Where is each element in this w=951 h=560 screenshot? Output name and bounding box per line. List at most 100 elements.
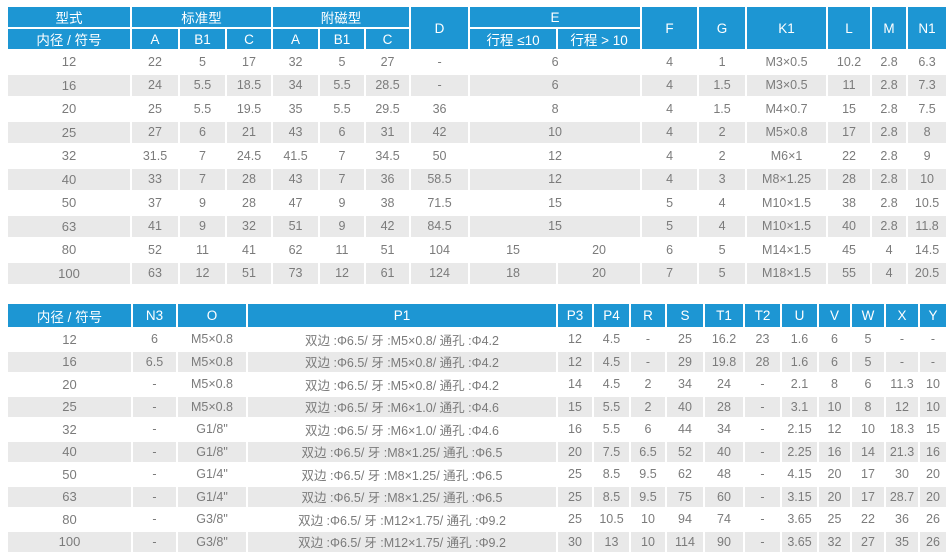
table-cell: M6×1 xyxy=(745,143,829,169)
bore-cell: 100 xyxy=(6,260,132,286)
table-cell: M3×0.5 xyxy=(745,49,829,75)
table-row: 100 63 12 51 73 12 61 124 18 20 7 5 M18×1.5 55 4 20.5 xyxy=(6,260,949,286)
table-cell: 25 xyxy=(556,484,594,509)
bore-cell: 63 xyxy=(6,484,133,509)
table-cell: 27 xyxy=(850,529,886,554)
table-cell: M5×0.8 xyxy=(176,327,248,352)
table-cell: 9 xyxy=(178,213,227,239)
table-cell: 5 xyxy=(640,213,700,239)
table-cell: 7 xyxy=(318,166,367,192)
header-e: E xyxy=(468,5,643,29)
table-cell: 51 xyxy=(271,213,321,239)
table-cell: 41 xyxy=(224,237,274,263)
bore-cell: 16 xyxy=(6,72,132,98)
header-o: O xyxy=(176,302,248,329)
table-cell: 25 xyxy=(130,96,180,122)
table-cell: 40 xyxy=(703,439,745,464)
header-bore-symbol: 内径 / 符号 xyxy=(6,27,132,51)
table-cell: 11.8 xyxy=(906,213,949,239)
table-cell: 17 xyxy=(826,119,873,145)
table-cell: M5×0.8 xyxy=(176,394,248,419)
table-cell: 24 xyxy=(130,72,180,98)
bore-cell: 32 xyxy=(6,417,133,442)
table-cell: 5.5 xyxy=(318,72,367,98)
table-cell: 31.5 xyxy=(130,143,180,169)
table-cell: 25 xyxy=(665,327,705,352)
upper-table-header: 型式 标准型 附磁型 D E F G K1 L M N1 内径 / 符号 A B… xyxy=(6,5,949,51)
table-cell: 5 xyxy=(697,260,748,286)
table-cell: 1 xyxy=(697,49,748,75)
table-cell: - xyxy=(743,417,782,442)
table-cell: 43 xyxy=(271,166,321,192)
table-cell: 12 xyxy=(556,327,594,352)
table-row: 20 25 5.5 19.5 35 5.5 29.5 36 8 4 1.5 M4×0.7 15 2.8 7.… xyxy=(6,96,949,122)
table-cell: 5 xyxy=(697,237,748,263)
table-row: 63 41 9 32 51 9 42 84.5 15 5 4 M10×1.5 40 2.8 11.8 xyxy=(6,213,949,239)
table-cell: 9 xyxy=(318,213,367,239)
table-cell: 10 xyxy=(629,529,667,554)
table-cell: 44 xyxy=(665,417,705,442)
table-cell: M14×1.5 xyxy=(745,237,829,263)
table-cell: - xyxy=(131,484,178,509)
table-cell: 2.8 xyxy=(870,72,909,98)
upper-dimension-table: 型式 标准型 附磁型 D E F G K1 L M N1 内径 / 符号 A B… xyxy=(6,5,949,286)
table-cell: 42 xyxy=(409,119,471,145)
bore-cell: 16 xyxy=(6,349,133,374)
table-cell: 5.5 xyxy=(178,72,227,98)
p1-cell: 双边 :Φ6.5/ 牙 :M6×1.0/ 通孔 :Φ4.6 xyxy=(246,394,558,419)
table-cell: - xyxy=(743,529,782,554)
bore-cell: 32 xyxy=(6,143,132,169)
table-cell: 16 xyxy=(556,417,594,442)
table-cell: 2 xyxy=(697,143,748,169)
bore-cell: 20 xyxy=(6,96,132,122)
table-cell: 1.6 xyxy=(780,349,819,374)
table-cell: 4.5 xyxy=(592,372,631,397)
table-cell: 4 xyxy=(640,96,700,122)
table-cell: 124 xyxy=(409,260,471,286)
table-cell: - xyxy=(629,327,667,352)
table-row: 40 33 7 28 43 7 36 58.5 12 4 3 M8×1.25 28 2.8 10 xyxy=(6,166,949,192)
table-cell: 36 xyxy=(884,507,920,532)
header-s: S xyxy=(665,302,705,329)
table-cell: - xyxy=(743,462,782,487)
table-cell: 2.8 xyxy=(870,213,909,239)
table-cell: G3/8" xyxy=(176,507,248,532)
p1-cell: 双边 :Φ6.5/ 牙 :M8×1.25/ 通孔 :Φ6.5 xyxy=(246,439,558,464)
table-cell: 41 xyxy=(130,213,180,239)
table-cell: 5.5 xyxy=(592,417,631,442)
bore-cell: 25 xyxy=(6,119,132,145)
table-cell: - xyxy=(131,507,178,532)
stroke-cell: 12 xyxy=(468,166,643,192)
table-cell: 28 xyxy=(224,166,274,192)
table-row: 63- G1/4" 双边 :Φ6.5/ 牙 :M8×1.25/ 通孔 :Φ6.5 25… xyxy=(6,484,948,509)
table-cell: 6 xyxy=(640,237,700,263)
table-cell: - xyxy=(918,349,948,374)
table-cell: 6 xyxy=(131,327,178,352)
table-cell: 21.3 xyxy=(884,439,920,464)
table-cell: 2.15 xyxy=(780,417,819,442)
table-cell: 26 xyxy=(918,529,948,554)
table-cell: 28 xyxy=(743,349,782,374)
table-cell: 73 xyxy=(271,260,321,286)
table-cell: 58.5 xyxy=(409,166,471,192)
table-cell: 8.5 xyxy=(592,462,631,487)
table-cell: 43 xyxy=(271,119,321,145)
header-k1: K1 xyxy=(745,5,829,51)
table-cell: 50 xyxy=(409,143,471,169)
table-cell: 10 xyxy=(918,372,948,397)
table-cell: 3.15 xyxy=(780,484,819,509)
table-row: 32- G1/8" 双边 :Φ6.5/ 牙 :M6×1.0/ 通孔 :Φ4.6 16 5… xyxy=(6,417,948,442)
table-cell: - xyxy=(884,349,920,374)
table-cell: 4 xyxy=(640,166,700,192)
table-cell: 1.5 xyxy=(697,72,748,98)
table-cell: 16.2 xyxy=(703,327,745,352)
header-type: 型式 xyxy=(6,5,132,29)
table-cell: M3×0.5 xyxy=(745,72,829,98)
table-cell: 24 xyxy=(703,372,745,397)
header-magnet-type: 附磁型 xyxy=(271,5,412,29)
table-cell: 3.65 xyxy=(780,507,819,532)
bore-cell: 100 xyxy=(6,529,133,554)
table-cell: 6 xyxy=(817,349,852,374)
header-m: M xyxy=(870,5,909,51)
table-cell: - xyxy=(131,462,178,487)
